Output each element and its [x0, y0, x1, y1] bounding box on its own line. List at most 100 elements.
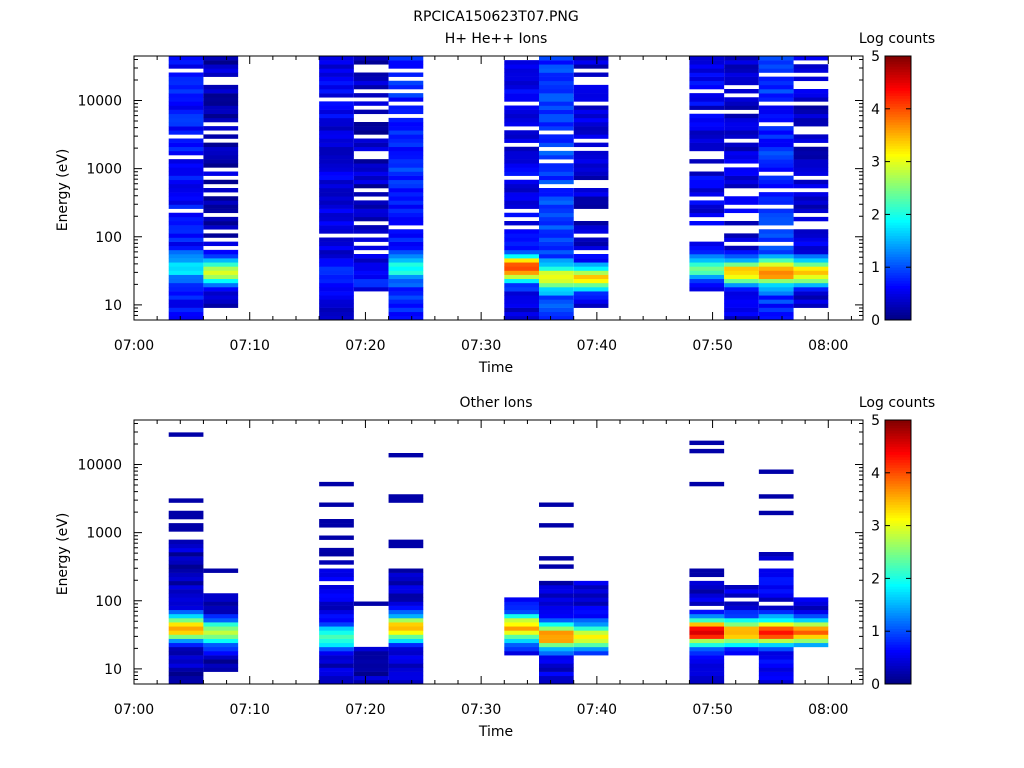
heatmap-cell [388, 138, 424, 143]
heatmap-cell [539, 597, 574, 602]
heatmap-cell [388, 655, 424, 660]
heatmap-cell [689, 568, 725, 573]
heatmap-cell [319, 146, 354, 152]
plot-axes: 07:00 07:10 07:20 07:30 07:40 07:50 08:00 10 100… [77, 419, 864, 718]
heatmap-cell [539, 212, 574, 218]
heatmap-cell [573, 126, 609, 131]
heatmap-cell [203, 613, 239, 619]
colorbar-step [885, 267, 911, 271]
heatmap-cell [758, 183, 794, 189]
heatmap-cell [388, 659, 424, 664]
heatmap-cell [539, 630, 574, 635]
heatmap-cell [353, 60, 389, 65]
heatmap-cell [758, 233, 794, 238]
heatmap-cell [724, 72, 759, 77]
colorbar-step [885, 272, 911, 276]
heatmap-cell [168, 675, 204, 681]
heatmap-cell [573, 282, 609, 288]
heatmap-cell [793, 138, 829, 143]
heatmap-cell [319, 138, 354, 143]
heatmap-cell [689, 192, 725, 197]
heatmap-cell [319, 117, 354, 123]
heatmap-cell [573, 605, 609, 611]
heatmap-cell [168, 192, 204, 197]
heatmap-cell [203, 597, 239, 602]
heatmap-cell [689, 609, 725, 615]
heatmap-cell [539, 667, 574, 672]
heatmap-cell [724, 295, 759, 300]
heatmap-cell [539, 659, 574, 664]
colorbar-step [885, 662, 911, 666]
heatmap-cell [689, 601, 725, 606]
heatmap-cell [539, 315, 574, 321]
heatmap-cell [388, 642, 424, 648]
heatmap-cell [203, 101, 239, 106]
heatmap-cell [758, 146, 794, 152]
heatmap-cell [353, 274, 389, 280]
colorbar-step [885, 504, 911, 508]
heatmap-cell [203, 163, 239, 168]
heatmap-cell [504, 274, 539, 280]
heatmap-cell [573, 622, 609, 627]
heatmap-cell [319, 150, 354, 156]
heatmap-cell [168, 258, 204, 263]
heatmap-cell [724, 287, 759, 292]
heatmap-cell [758, 130, 794, 135]
heatmap-cell [758, 155, 794, 160]
colorbar-step [885, 536, 911, 540]
colorbar-step [885, 599, 911, 603]
heatmap-cell [319, 254, 354, 259]
heatmap-cell [168, 638, 204, 644]
colorbar-step [885, 525, 911, 529]
heatmap-cell [388, 270, 424, 275]
heatmap-cell [793, 192, 829, 197]
heatmap-cell [319, 315, 354, 321]
heatmap-cell [388, 618, 424, 623]
heatmap-cell [758, 192, 794, 197]
heatmap-cell [573, 642, 609, 648]
heatmap-cell [539, 241, 574, 247]
heatmap-cell [724, 593, 759, 598]
heatmap-cell [539, 163, 574, 168]
heatmap-cell [203, 605, 239, 611]
colorbar-step [885, 549, 911, 553]
colorbar-step [885, 467, 911, 471]
colorbar-step [885, 148, 911, 152]
heatmap-cell [168, 204, 204, 209]
colorbar-step [885, 451, 911, 455]
heatmap-cell [539, 502, 574, 507]
heatmap-cell [724, 266, 759, 271]
heatmap-cell [388, 229, 424, 234]
heatmap-cell [504, 651, 539, 656]
heatmap-cell [504, 291, 539, 296]
heatmap-cell [724, 307, 759, 313]
y-tick-label: 100 [95, 594, 122, 610]
heatmap-cell [353, 171, 389, 176]
heatmap-cell [168, 225, 204, 230]
heatmap-cell [573, 299, 609, 304]
heatmap-cell [168, 138, 204, 143]
heatmap-cell [504, 282, 539, 288]
colorbar-step [885, 610, 911, 614]
colorbar-step [885, 456, 911, 460]
heatmap-cell [388, 159, 424, 164]
heatmap-cell [573, 262, 609, 267]
heatmap-cell [793, 155, 829, 160]
colorbar-step [885, 114, 911, 118]
heatmap-cell [504, 117, 539, 123]
heatmap-cell [319, 299, 354, 304]
heatmap-cell [539, 585, 574, 590]
colorbar-step [885, 470, 911, 474]
heatmap-cell [689, 618, 725, 623]
heatmap-cell [573, 237, 609, 242]
heatmap-cell [758, 580, 794, 586]
heatmap-cell [388, 278, 424, 284]
heatmap-cell [758, 93, 794, 98]
heatmap-cell [319, 613, 354, 619]
heatmap-cell [758, 179, 794, 185]
heatmap-cell [689, 626, 725, 631]
heatmap-cell [168, 274, 204, 280]
heatmap-cell [168, 245, 204, 251]
colorbar-step [885, 475, 911, 479]
heatmap-cell [573, 618, 609, 623]
